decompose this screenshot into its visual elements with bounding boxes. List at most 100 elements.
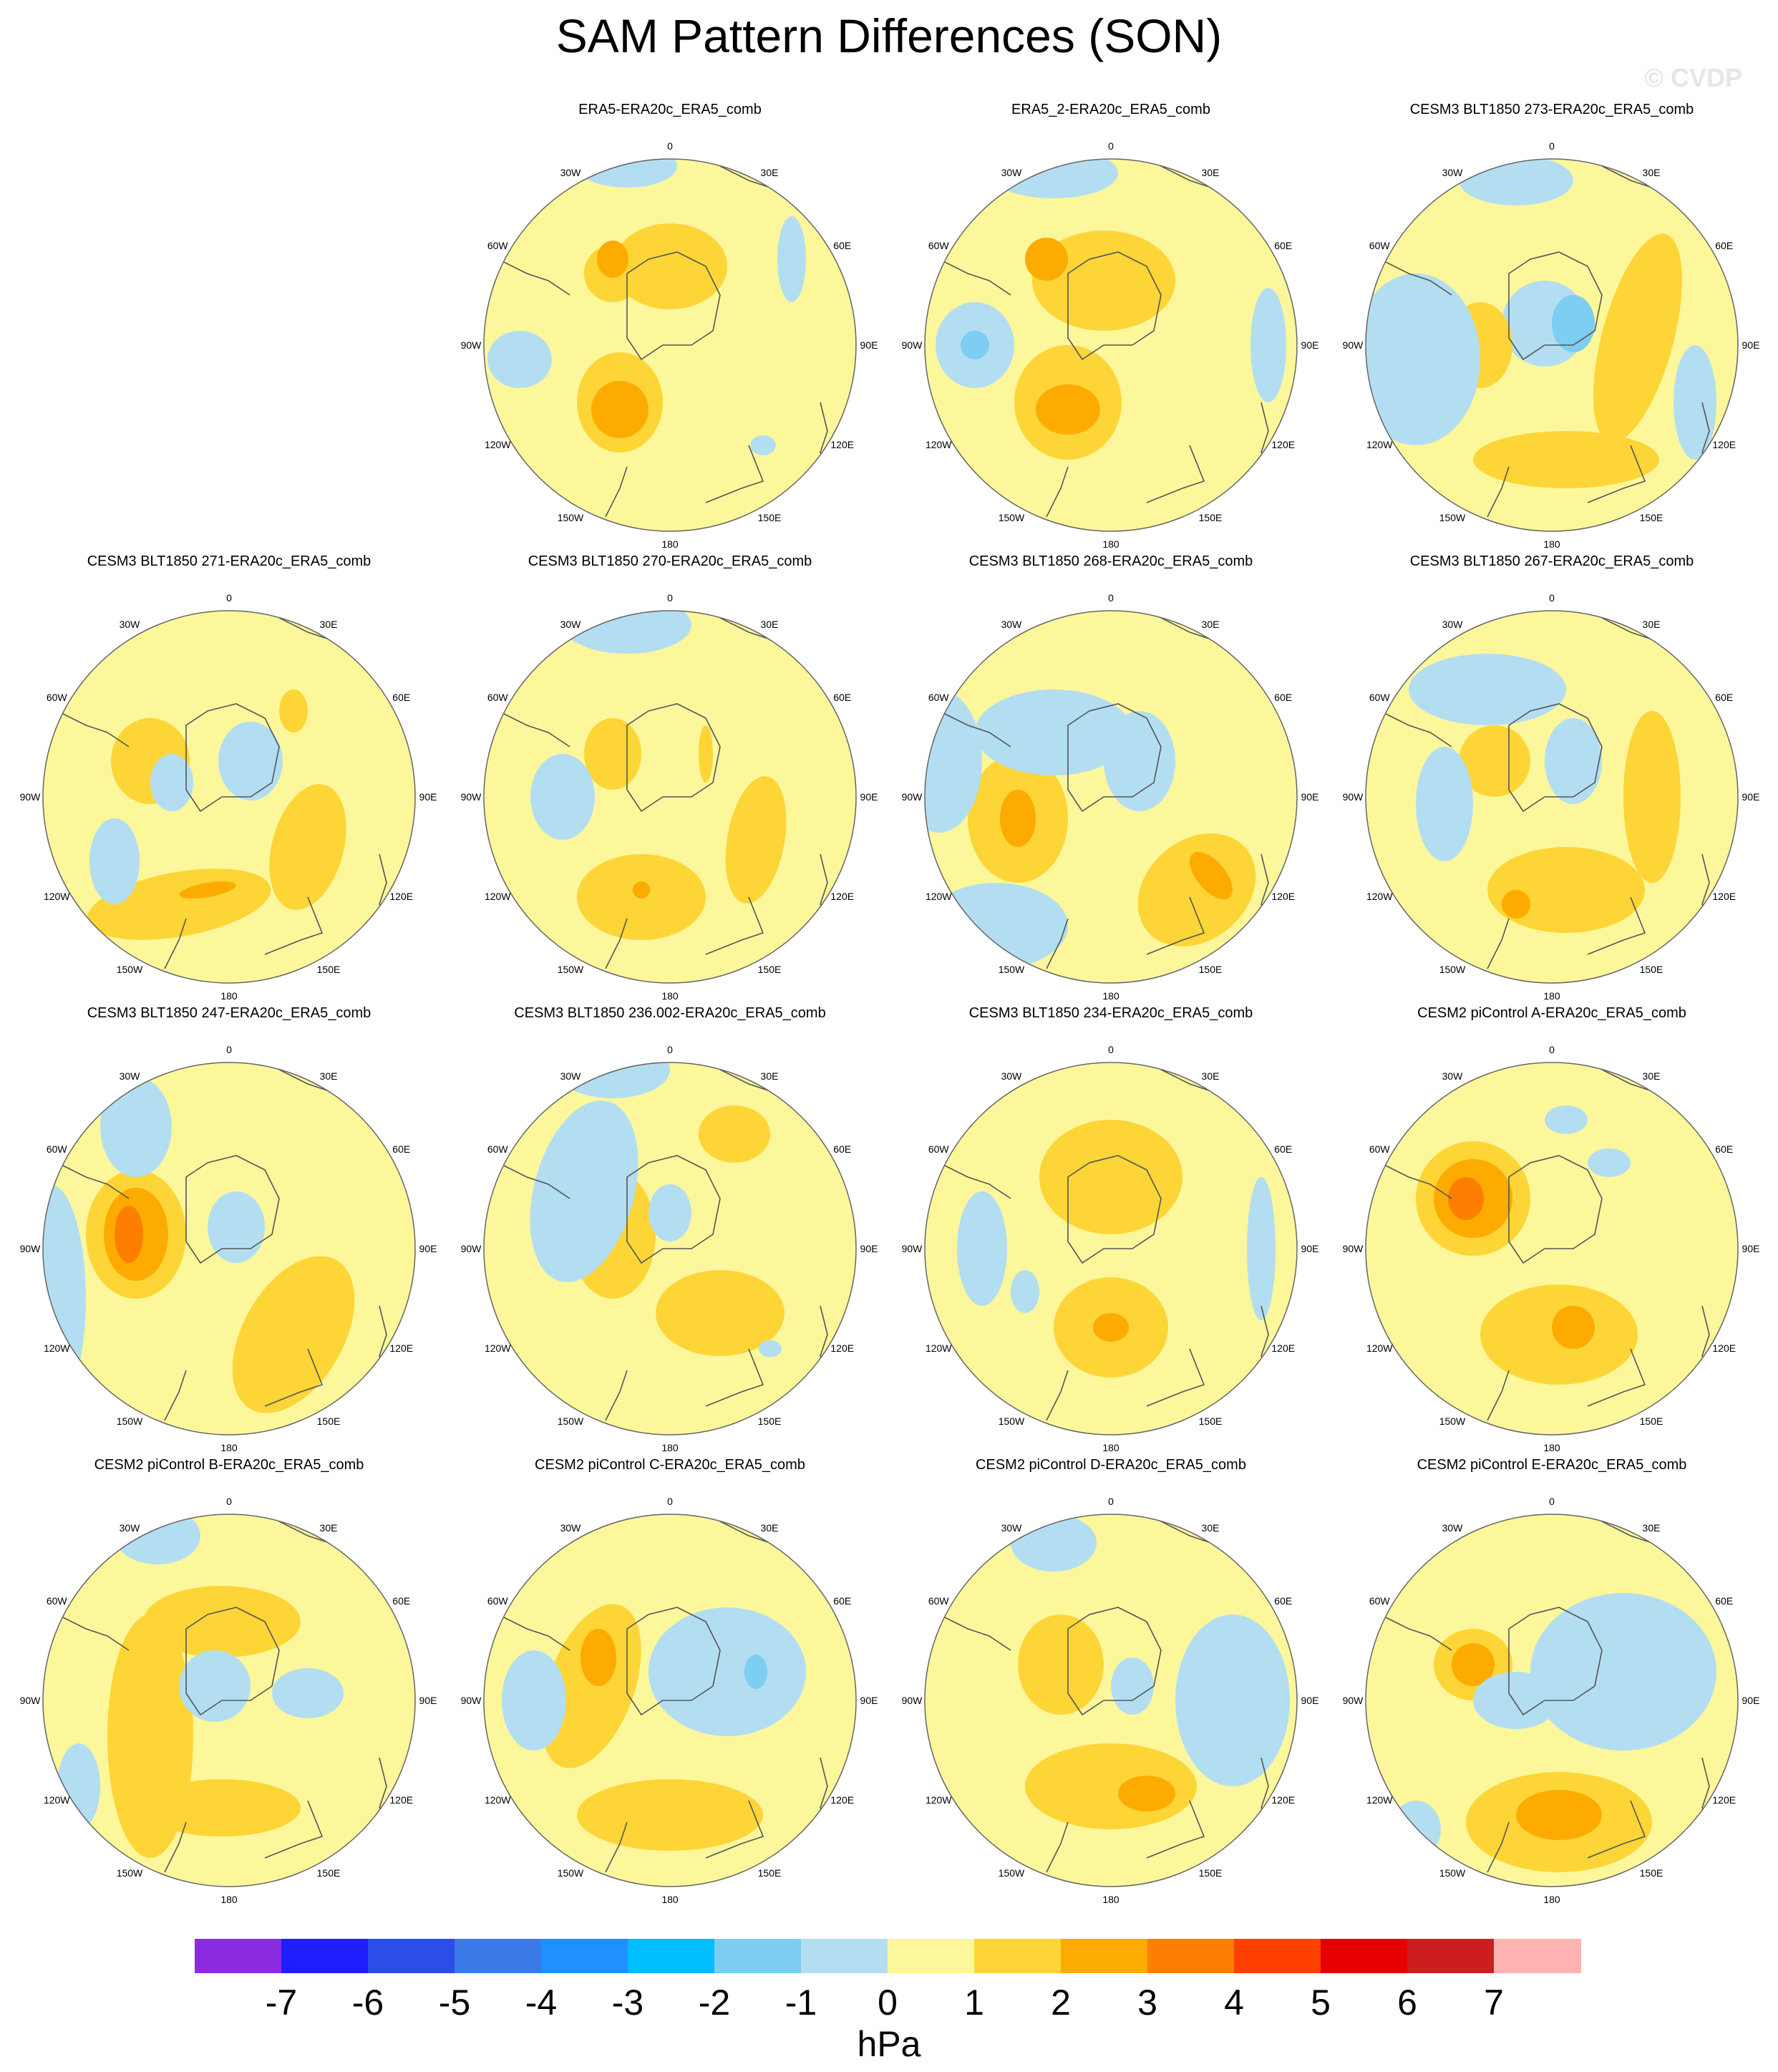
longitude-label: 30E (320, 1522, 338, 1534)
longitude-label: 30E (1643, 1070, 1661, 1082)
longitude-label: 30W (1001, 619, 1023, 630)
longitude-label: 30W (1001, 167, 1023, 178)
map-border (924, 1062, 1298, 1436)
longitude-label: 150W (1439, 1867, 1466, 1879)
longitude-label: 120W (485, 891, 511, 902)
colorbar-tick-label: 3 (1137, 1983, 1157, 2023)
coastline (1487, 1821, 1510, 1873)
longitude-label: 150W (558, 512, 584, 523)
longitude-label: 120W (44, 1794, 70, 1806)
longitude-label: 180 (661, 538, 679, 550)
coastline (1153, 1514, 1212, 1544)
longitude-label: 120W (1366, 891, 1393, 902)
panel-title: CESM3 BLT1850 267-ERA20c_ERA5_comb (1409, 553, 1694, 569)
positive-anomaly-contour (597, 241, 628, 278)
map-border (1365, 158, 1739, 532)
longitude-label: 180 (1102, 538, 1119, 550)
longitude-label: 120W (1366, 439, 1393, 450)
longitude-label: 60W (928, 1143, 950, 1155)
longitude-label: 180 (1102, 990, 1119, 1002)
longitude-label: 150E (1640, 964, 1663, 975)
longitude-label: 150E (758, 1415, 782, 1427)
longitude-label: 120W (926, 1794, 952, 1806)
longitude-label: 90E (419, 791, 437, 803)
longitude-label: 60E (392, 692, 410, 703)
polar-map: 0 30E 60E 90E 120E 150E 180 150W 120W 90W 60W 30W (461, 140, 878, 550)
coastline (605, 918, 628, 969)
colorbar-swatch (1407, 1939, 1495, 1973)
coastline (1587, 1348, 1646, 1407)
polar-map: 0 30E 60E 90E 120E 150E 180 150W 120W 90W 60W 30W (20, 1044, 437, 1453)
positive-anomaly-contour (1093, 1313, 1129, 1342)
longitude-label: 150W (1439, 512, 1466, 523)
positive-anomaly-contour (1502, 890, 1530, 919)
longitude-label: 90E (1301, 339, 1319, 351)
longitude-label: 150W (558, 964, 584, 975)
longitude-label: 60W (47, 1595, 68, 1607)
panel-title: CESM2 piControl D-ERA20c_ERA5_comb (976, 1457, 1246, 1473)
longitude-label: 60E (1715, 240, 1733, 251)
polar-map: 0 30E 60E 90E 120E 150E 180 150W 120W 90W 60W 30W (461, 592, 878, 1002)
longitude-label: 0 (226, 592, 232, 604)
coastline (626, 703, 721, 813)
coastline (1508, 1155, 1603, 1264)
longitude-label: 120W (44, 1342, 70, 1354)
coastline (1146, 445, 1205, 503)
coastline (1587, 1800, 1646, 1859)
longitude-label: 0 (1549, 140, 1555, 152)
colorbar-tick-label: 7 (1484, 1983, 1504, 2023)
longitude-label: 0 (1549, 592, 1555, 604)
positive-anomaly-contour (143, 1586, 301, 1657)
positive-anomaly-contour (1036, 384, 1100, 435)
coastline (1067, 1155, 1162, 1264)
positive-anomaly-contour (584, 718, 641, 790)
positive-anomaly-contour (1452, 1643, 1495, 1686)
longitude-label: 150E (317, 1867, 341, 1879)
longitude-label: 30E (1202, 619, 1220, 630)
negative-anomaly-contour (1175, 1614, 1290, 1786)
coastline (1153, 159, 1212, 188)
colorbar-swatch (974, 1939, 1062, 1973)
longitude-label: 150W (117, 964, 143, 975)
coastline (605, 1821, 628, 1873)
coastline (1594, 1062, 1653, 1092)
positive-anomaly-contour (613, 223, 727, 309)
colorbar-tick-label: 1 (964, 1983, 984, 2023)
longitude-label: 30E (320, 1070, 338, 1082)
longitude-label: 120W (485, 439, 511, 450)
map-border (42, 610, 416, 984)
negative-anomaly-contour (218, 722, 283, 800)
longitude-label: 60E (1274, 1143, 1292, 1155)
longitude-label: 30W (120, 1522, 141, 1534)
negative-anomaly-contour (1473, 1672, 1559, 1729)
longitude-label: 90E (1742, 1243, 1760, 1254)
polar-map: 0 30E 60E 90E 120E 150E 180 150W 120W 90W 60W 30W (20, 592, 437, 1002)
longitude-label: 0 (667, 140, 673, 152)
longitude-label: 30E (1202, 1070, 1220, 1082)
map-panel: CESM3 BLT1850 268-ERA20c_ERA5_comb 0 30E 60… (889, 553, 1333, 1012)
coastline (164, 918, 187, 969)
longitude-label: 60W (1369, 1595, 1391, 1607)
coastline (1067, 1607, 1162, 1716)
longitude-label: 120W (485, 1342, 511, 1354)
longitude-label: 60W (928, 692, 950, 703)
panel-title: CESM3 BLT1850 271-ERA20c_ERA5_comb (87, 553, 371, 569)
coastline (705, 896, 764, 955)
map-border (1365, 1062, 1739, 1436)
longitude-label: 90W (1343, 791, 1364, 803)
colorbar-swatch (888, 1939, 975, 1973)
longitude-label: 180 (661, 1442, 679, 1453)
longitude-label: 120W (926, 439, 952, 450)
longitude-label: 60E (392, 1595, 410, 1607)
negative-anomaly-contour (89, 818, 140, 904)
coastline (712, 1062, 771, 1092)
coastline (1587, 445, 1646, 503)
longitude-label: 90E (860, 1243, 878, 1254)
longitude-label: 120E (389, 1794, 413, 1806)
map-panel: CESM3 BLT1850 273-ERA20c_ERA5_comb 0 30E 60… (1330, 102, 1774, 560)
longitude-label: 60W (47, 1143, 68, 1155)
polar-map: 0 30E 60E 90E 120E 150E 180 150W 120W 90W 60W 30W (902, 592, 1319, 1002)
longitude-label: 30E (761, 1522, 779, 1534)
polar-map: 0 30E 60E 90E 120E 150E 180 150W 120W 90W 60W 30W (1343, 1496, 1760, 1905)
positive-anomaly-contour (725, 776, 787, 904)
